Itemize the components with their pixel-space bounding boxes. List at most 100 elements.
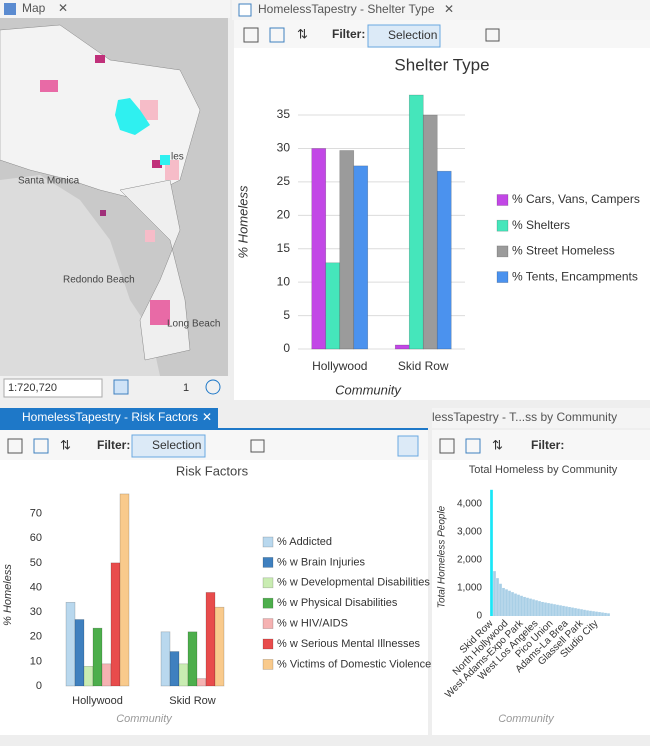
chart-button[interactable]: [465, 438, 481, 454]
bar: [598, 612, 601, 616]
filter-label: Filter:: [97, 438, 130, 452]
bar: [339, 150, 355, 350]
y-tick-label: 30: [277, 141, 291, 155]
chart-button[interactable]: [269, 27, 285, 43]
bar: [502, 587, 505, 616]
bar: [505, 589, 508, 616]
y-tick-label: 0: [283, 341, 290, 355]
map-view[interactable]: [0, 18, 230, 376]
tab-strip: [0, 0, 230, 18]
shelter-tab[interactable]: HomelessTapestry - Shelter Type: [258, 2, 435, 16]
y-tick-label: 35: [277, 107, 291, 121]
map-icon: [4, 3, 16, 15]
sort-button[interactable]: ⇅: [492, 437, 503, 452]
legend-swatch: [262, 536, 274, 548]
selection-text: Selection: [152, 438, 201, 452]
bar: [353, 165, 369, 350]
map-tab[interactable]: Map: [22, 1, 46, 15]
y-tick-label: 2,000: [457, 555, 482, 566]
legend-label: % w Serious Mental Illnesses: [277, 638, 421, 650]
legend-swatch: [496, 194, 509, 206]
properties-button[interactable]: [439, 438, 455, 454]
properties-button[interactable]: [243, 27, 259, 43]
y-tick-label: 3,000: [457, 527, 482, 538]
y-axis-label: % Homeless: [2, 564, 14, 626]
scale-text: 1:720,720: [8, 382, 57, 394]
grid-button[interactable]: [113, 379, 129, 395]
bar: [601, 612, 604, 616]
properties-button[interactable]: [7, 438, 23, 454]
bar: [65, 601, 76, 687]
chart-title: Shelter Type: [394, 55, 489, 74]
bar: [499, 583, 502, 616]
legend-swatch: [262, 557, 274, 568]
chart: Risk Factors % Homeless Community 0 10 20 30 40…: [2, 463, 431, 724]
bar: [538, 601, 541, 616]
bar: [604, 612, 607, 616]
bar: [311, 148, 327, 350]
risk-tab[interactable]: HomelessTapestry - Risk Factors: [22, 410, 198, 424]
x-tick-label: Skid Row: [169, 695, 216, 707]
bar: [394, 344, 410, 350]
legend-label: % Tents, Encampments: [512, 269, 638, 283]
selection-button[interactable]: [367, 24, 441, 48]
bar: [196, 678, 207, 687]
y-tick-label: 70: [30, 508, 42, 520]
y-tick-label: 20: [30, 631, 42, 643]
bar: [74, 619, 85, 687]
place-label: Redondo Beach: [63, 275, 135, 286]
table-button[interactable]: [250, 439, 265, 453]
bar: [508, 590, 511, 616]
bar: [493, 571, 496, 616]
bar: [169, 651, 180, 687]
bar: [586, 610, 589, 616]
legend-swatch: [496, 271, 509, 283]
place-label: les: [171, 152, 184, 163]
sort-button[interactable]: ⇅: [60, 437, 71, 452]
y-tick-label: 60: [30, 532, 42, 544]
list-button[interactable]: [397, 435, 419, 457]
bar: [550, 603, 553, 616]
bar: [607, 613, 610, 616]
legend-label: % Shelters: [512, 218, 570, 232]
bar: [101, 663, 112, 687]
bar: [547, 603, 550, 616]
sort-button[interactable]: ⇅: [297, 26, 308, 41]
selection-button[interactable]: [131, 434, 206, 458]
scale-box[interactable]: [3, 378, 103, 398]
toolbar: [432, 430, 650, 460]
bar: [535, 600, 538, 616]
refresh-button[interactable]: [205, 379, 221, 395]
legend-label: % w Brain Injuries: [277, 556, 366, 568]
tab-underline: [0, 428, 428, 430]
bar: [523, 596, 526, 616]
page-number: 1: [183, 382, 189, 394]
bar: [589, 610, 592, 616]
toolbar: [0, 430, 428, 460]
close-tab[interactable]: ✕: [444, 2, 454, 16]
close-tab[interactable]: ✕: [202, 410, 212, 424]
tab-strip: [432, 408, 650, 428]
bar: [496, 578, 499, 616]
place-label: Long Beach: [167, 319, 220, 330]
community-tab[interactable]: lessTapestry - T...ss by Community: [432, 410, 617, 424]
bar: [490, 489, 493, 616]
chart-button[interactable]: [33, 438, 49, 454]
y-tick-label: 50: [30, 557, 42, 569]
bar: [571, 607, 574, 616]
chart-icon: [238, 3, 252, 17]
x-tick-label: Hollywood: [312, 359, 367, 373]
table-button[interactable]: [485, 28, 500, 42]
y-tick-label: 0: [36, 680, 42, 692]
bar: [160, 631, 171, 687]
x-tick-label: Skid Row: [398, 359, 449, 373]
y-tick-label: 40: [30, 581, 42, 593]
close-tab[interactable]: ✕: [58, 1, 68, 15]
bar: [187, 631, 198, 687]
legend-label: % Addicted: [277, 536, 332, 548]
y-tick-label: 10: [30, 655, 42, 667]
bar: [556, 604, 559, 616]
bar: [526, 597, 529, 616]
